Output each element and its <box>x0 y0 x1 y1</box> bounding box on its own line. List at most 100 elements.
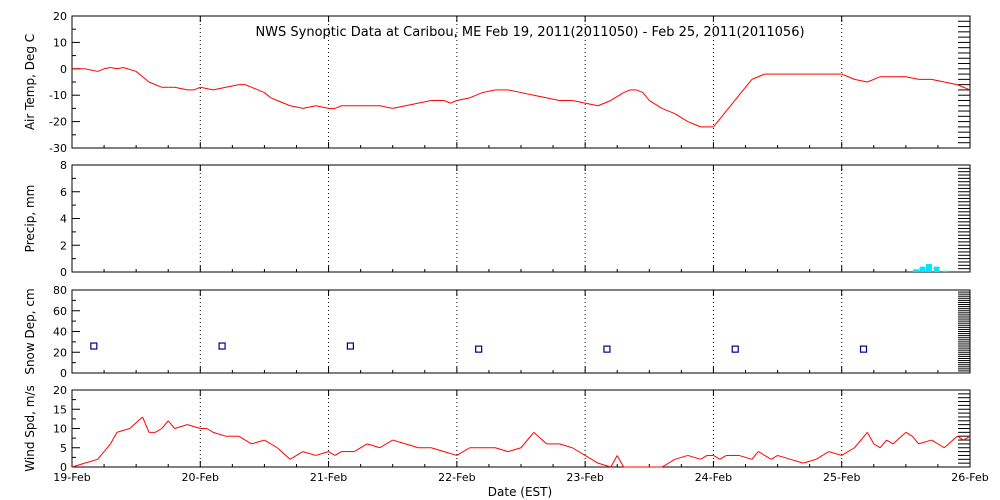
series-segment <box>334 451 342 456</box>
x-tick-label: 24-Feb <box>695 471 732 484</box>
series-segment <box>174 424 188 429</box>
series-segment <box>661 107 676 115</box>
series-segment <box>559 443 573 449</box>
series-segment <box>931 439 945 449</box>
series-segment <box>533 431 547 445</box>
y-tick-label: 4 <box>60 213 67 226</box>
series-segment <box>302 451 316 456</box>
series-segment <box>944 435 958 449</box>
series-segment <box>238 435 246 441</box>
series-segment <box>597 100 611 107</box>
y-axis-label: Air Temp, Deg C <box>23 34 37 130</box>
series-segment <box>456 447 470 456</box>
snow-depth-point <box>218 342 226 350</box>
series-segment <box>713 455 721 460</box>
series-segment <box>264 92 272 99</box>
series-segment <box>142 416 150 433</box>
series-segment <box>97 68 105 72</box>
series-segment <box>289 105 304 109</box>
series-segment <box>687 121 701 128</box>
panel-frame <box>71 164 971 273</box>
snow-depth-point <box>603 345 611 353</box>
series-segment <box>616 455 625 468</box>
series-segment <box>110 432 118 445</box>
series-segment <box>803 458 817 464</box>
y-tick-label: 6 <box>60 186 67 199</box>
series-segment <box>148 81 162 88</box>
series-segment <box>854 78 868 83</box>
series-segment <box>867 76 881 83</box>
series-segment <box>277 100 291 107</box>
series-segment <box>520 92 534 96</box>
x-tick-label: 23-Feb <box>566 471 603 484</box>
series-segment <box>167 420 176 429</box>
series-segment <box>418 99 432 104</box>
snow-depth-point <box>346 342 354 350</box>
series-segment <box>828 451 842 456</box>
y-tick-label: 5 <box>60 442 67 455</box>
series-segment <box>161 420 169 429</box>
series-segment <box>725 94 740 112</box>
y-tick-label: 15 <box>53 403 67 416</box>
series-segment <box>270 97 278 101</box>
precip-bar <box>933 266 940 272</box>
series-segment <box>758 451 772 460</box>
series-segment <box>738 454 753 460</box>
series-segment <box>866 432 875 445</box>
series-segment <box>777 454 791 460</box>
series-segment <box>392 439 406 445</box>
series-segment <box>854 432 868 449</box>
series-segment <box>213 86 227 91</box>
snow-depth-point <box>859 345 868 353</box>
series-segment <box>956 435 964 441</box>
series-segment <box>450 100 458 104</box>
x-tick-label: 22-Feb <box>438 471 475 484</box>
y-axis-label: Precip, mm <box>23 185 37 253</box>
series-segment <box>116 66 124 70</box>
series-segment <box>719 455 727 460</box>
series-segment <box>187 424 201 429</box>
x-tick-label: 20-Feb <box>182 471 219 484</box>
series-segment <box>405 102 419 107</box>
series-segment <box>334 105 342 109</box>
series-segment <box>841 73 855 80</box>
y-tick-label: 80 <box>53 284 67 297</box>
series-segment <box>276 447 291 460</box>
precip-bar <box>919 266 926 272</box>
y-tick-label: 10 <box>53 423 67 436</box>
y-tick-label: 0 <box>60 266 67 279</box>
y-tick-label: 60 <box>53 305 67 318</box>
series-segment <box>251 86 265 94</box>
series-segment <box>892 431 907 445</box>
series-segment <box>431 447 445 453</box>
y-tick-label: 20 <box>53 384 67 397</box>
series-segment <box>110 66 118 70</box>
y-tick-label: 2 <box>60 239 67 252</box>
series-segment <box>71 462 85 468</box>
series-segment <box>116 428 130 433</box>
series-segment <box>495 447 509 453</box>
series-segment <box>443 451 458 456</box>
series-segment <box>944 81 958 86</box>
series-segment <box>244 84 252 88</box>
series-segment <box>315 105 329 109</box>
y-tick-label: 40 <box>53 326 67 339</box>
panel-frame <box>71 289 971 374</box>
snow-depth-point <box>731 345 739 353</box>
y-tick-label: -10 <box>49 89 67 102</box>
x-tick-label: 19-Feb <box>53 471 90 484</box>
series-segment <box>456 97 470 101</box>
series-segment <box>636 89 644 94</box>
series-segment <box>790 458 804 464</box>
x-tick-label: 26-Feb <box>951 471 988 484</box>
series-segment <box>392 105 406 109</box>
series-segment <box>353 443 368 453</box>
series-segment <box>674 113 689 123</box>
series-segment <box>328 451 336 456</box>
series-segment <box>572 99 586 104</box>
y-tick-label: 10 <box>53 36 67 49</box>
series-segment <box>687 454 701 460</box>
series-segment <box>623 89 631 94</box>
series-segment <box>533 94 547 99</box>
series-segment <box>610 455 618 468</box>
